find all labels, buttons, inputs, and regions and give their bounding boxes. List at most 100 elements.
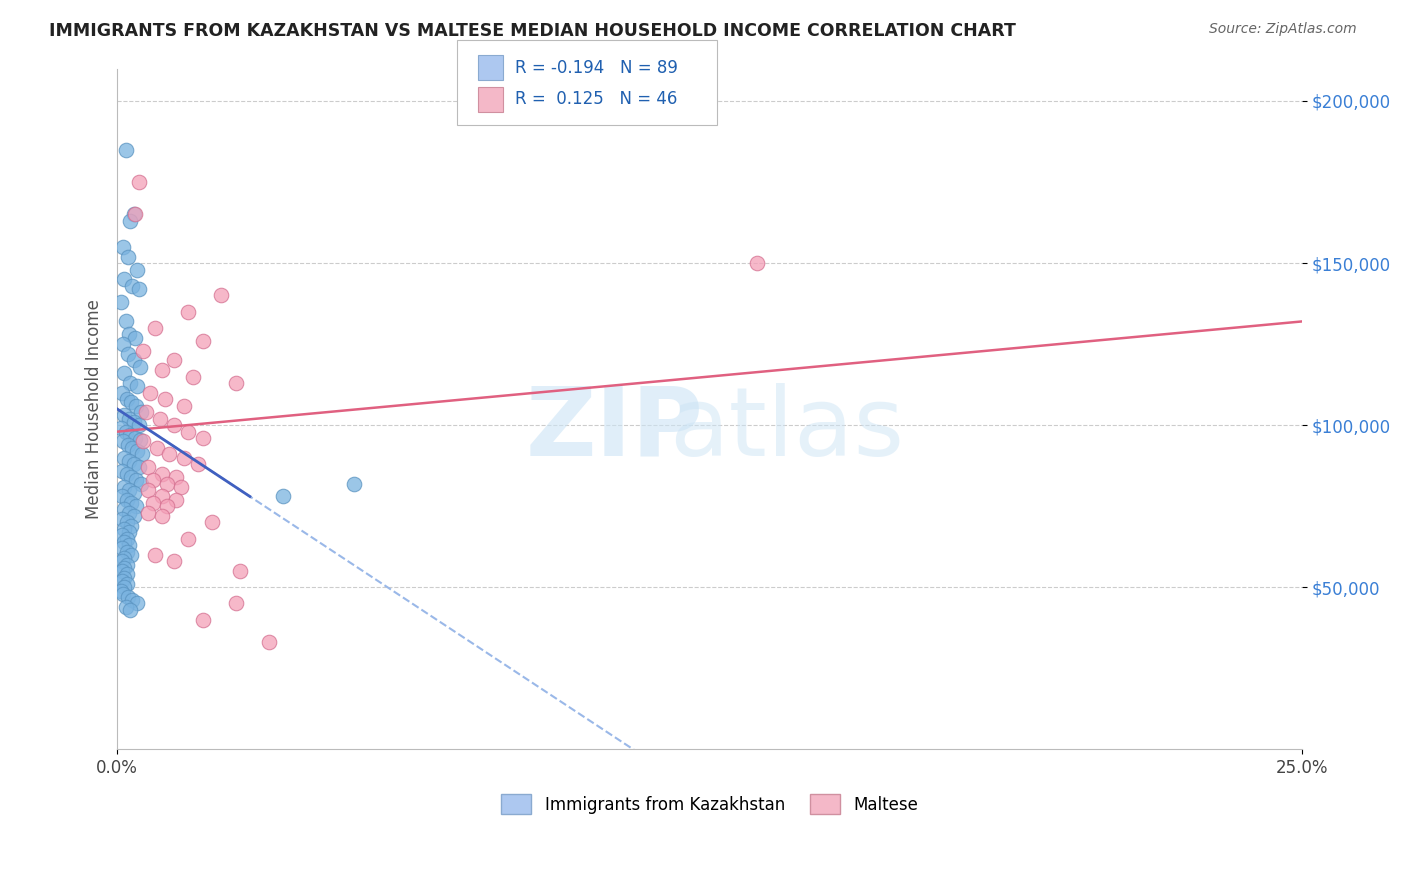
Point (181, 369, 204, 384)
Point (225, 376, 247, 390)
Point (143, 548, 166, 562)
Point (120, 214, 142, 228)
Point (229, 564, 252, 578)
Point (115, 516, 138, 530)
Point (114, 425, 136, 439)
Point (112, 480, 135, 494)
Text: IMMIGRANTS FROM KAZAKHSTAN VS MALTESE MEDIAN HOUSEHOLD INCOME CORRELATION CHART: IMMIGRANTS FROM KAZAKHSTAN VS MALTESE ME… (49, 22, 1017, 40)
Text: ZIP: ZIP (526, 383, 704, 476)
Point (132, 434, 155, 449)
Point (110, 295, 132, 310)
Point (120, 428, 142, 442)
Point (114, 143, 136, 157)
Point (111, 574, 134, 588)
Point (149, 411, 172, 425)
Point (117, 347, 139, 361)
Point (112, 450, 135, 465)
Point (111, 240, 134, 254)
Point (177, 532, 200, 546)
Point (124, 331, 146, 345)
Point (122, 508, 145, 523)
Point (120, 518, 142, 533)
Point (163, 554, 186, 568)
Point (112, 502, 135, 516)
Point (271, 490, 294, 504)
Point (156, 500, 179, 514)
Point (343, 476, 366, 491)
Point (122, 486, 145, 500)
Point (111, 385, 134, 400)
Point (120, 496, 142, 510)
Point (111, 528, 134, 542)
Point (136, 460, 159, 475)
Point (117, 590, 139, 604)
Point (115, 558, 138, 572)
Point (165, 492, 187, 507)
Point (121, 593, 143, 607)
Point (142, 473, 165, 487)
Point (115, 392, 138, 407)
Point (132, 343, 155, 358)
Point (170, 480, 193, 494)
Point (122, 353, 145, 368)
Point (118, 525, 141, 540)
Point (187, 457, 209, 471)
Point (128, 418, 150, 433)
Point (156, 476, 179, 491)
Point (121, 441, 143, 455)
Point (117, 250, 139, 264)
Point (118, 454, 141, 468)
Point (153, 392, 176, 407)
Point (129, 476, 152, 491)
Point (118, 327, 141, 342)
Point (112, 561, 135, 575)
Point (129, 359, 152, 374)
Point (125, 399, 148, 413)
Point (112, 366, 135, 380)
Point (118, 483, 141, 497)
Point (150, 508, 173, 523)
Point (111, 464, 134, 478)
Point (111, 337, 134, 351)
Point (191, 334, 214, 348)
Text: R =  0.125   N = 46: R = 0.125 N = 46 (515, 90, 676, 108)
Point (111, 564, 134, 578)
Point (112, 272, 135, 286)
Point (173, 450, 195, 465)
Point (115, 467, 138, 481)
Point (142, 496, 165, 510)
Point (128, 460, 150, 475)
Point (111, 587, 134, 601)
Point (122, 457, 145, 471)
Point (115, 544, 138, 558)
Point (157, 447, 180, 461)
Point (127, 444, 149, 458)
Point (111, 434, 134, 449)
Point (115, 577, 138, 591)
Point (115, 567, 138, 582)
Point (125, 500, 148, 514)
Point (110, 421, 132, 435)
Point (111, 541, 134, 556)
Point (163, 418, 186, 433)
Point (120, 603, 142, 617)
Point (129, 433, 152, 447)
Point (135, 405, 157, 419)
Point (125, 473, 148, 487)
Point (150, 467, 173, 481)
Point (143, 321, 166, 335)
Point (115, 492, 138, 507)
Point (114, 599, 136, 614)
Point (111, 490, 134, 504)
Point (124, 431, 146, 445)
Point (173, 399, 195, 413)
Point (112, 522, 135, 536)
Point (127, 379, 149, 393)
Point (163, 353, 186, 368)
Point (191, 613, 214, 627)
Point (150, 363, 173, 377)
Text: atlas: atlas (669, 383, 904, 476)
Point (122, 415, 145, 429)
Point (146, 441, 169, 455)
Point (211, 288, 233, 302)
